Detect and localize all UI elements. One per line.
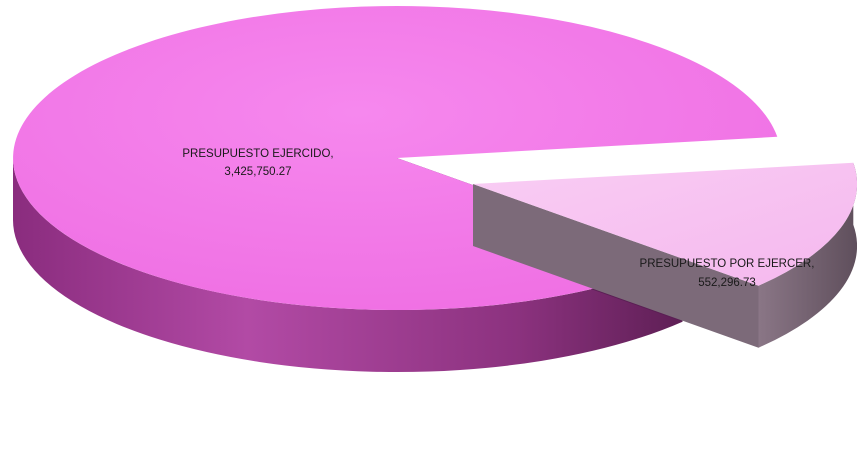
slice-presupuesto-por-ejercer-top [473, 162, 857, 286]
slice-label-ejercido: PRESUPUESTO EJERCIDO, [182, 148, 333, 160]
slice-presupuesto-por-ejercer [473, 162, 857, 348]
slice-value-por-ejercer: 552,296.73 [698, 277, 756, 289]
slice-presupuesto-por-ejercer-edge [473, 184, 759, 348]
slice-value-ejercido: 3,425,750.27 [224, 166, 291, 178]
slice-presupuesto-por-ejercer-side [758, 162, 857, 348]
slice-presupuesto-ejercido-side [12, 158, 683, 373]
slice-label-por-ejercer: PRESUPUESTO POR EJERCER, [640, 258, 815, 270]
